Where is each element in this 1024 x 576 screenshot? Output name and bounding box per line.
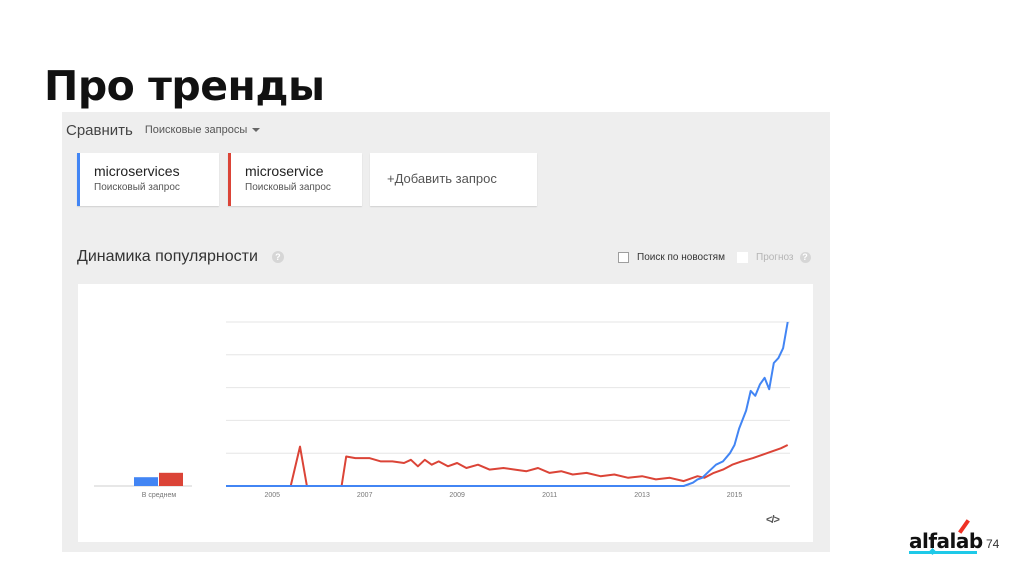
series-line-microservices [226, 321, 789, 487]
news-search-option[interactable]: Поиск по новостям [618, 252, 725, 263]
forecast-label: Прогноз [756, 252, 794, 263]
section-title-text: Динамика популярности [77, 248, 258, 265]
logo-underline [909, 551, 977, 554]
help-icon[interactable]: ? [271, 251, 284, 263]
compare-type-value: Поисковые запросы [144, 124, 248, 136]
news-search-checkbox[interactable] [618, 252, 629, 263]
term-name: microservices [94, 163, 180, 179]
x-tick-label: 2005 [264, 492, 280, 499]
average-label: В среднем [142, 492, 177, 499]
chevron-down-icon [252, 128, 261, 132]
news-search-label: Поиск по новостям [637, 252, 725, 263]
logo-text: alfalab [909, 529, 983, 553]
embed-icon[interactable]: </> [766, 514, 780, 526]
term-type: Поисковый запрос [245, 182, 331, 193]
x-tick-label: 2011 [542, 492, 557, 499]
term-type: Поисковый запрос [94, 182, 180, 193]
average-bar [159, 472, 183, 486]
series-line-microservice [226, 444, 789, 487]
help-icon[interactable]: ? [799, 252, 811, 263]
add-query-label: +Добавить запрос [387, 171, 497, 186]
slide-title: Про тренды [44, 62, 325, 110]
add-query-button[interactable]: +Добавить запрос [370, 153, 537, 206]
search-term-card-microservices[interactable]: microservices Поисковый запрос [77, 153, 219, 206]
page-number: 74 [986, 537, 1000, 551]
alfalab-logo: alfalab [909, 517, 983, 557]
compare-label: Сравнить [66, 121, 133, 139]
x-tick-label: 2015 [727, 492, 743, 499]
forecast-checkbox[interactable] [737, 252, 748, 263]
x-tick-label: 2009 [449, 492, 465, 499]
compare-row: Сравнить Поисковые запросы [66, 120, 261, 140]
google-trends-panel: Сравнить Поисковые запросы microservices… [62, 112, 830, 552]
section-title: Динамика популярности ? [77, 248, 284, 266]
interest-over-time-chart: В среднем 2005 2007 2009 2011 2013 2015 </> [78, 284, 813, 542]
compare-type-dropdown[interactable]: Поисковые запросы [144, 124, 261, 136]
trend-chart-svg: В среднем 2005 2007 2009 2011 2013 2015 [94, 321, 790, 499]
x-tick-label: 2007 [357, 492, 373, 499]
forecast-option[interactable]: Прогноз ? [737, 252, 811, 263]
x-tick-label: 2013 [634, 492, 650, 499]
average-bar [134, 477, 158, 486]
search-term-card-microservice[interactable]: microservice Поисковый запрос [228, 153, 362, 206]
term-name: microservice [245, 163, 324, 179]
